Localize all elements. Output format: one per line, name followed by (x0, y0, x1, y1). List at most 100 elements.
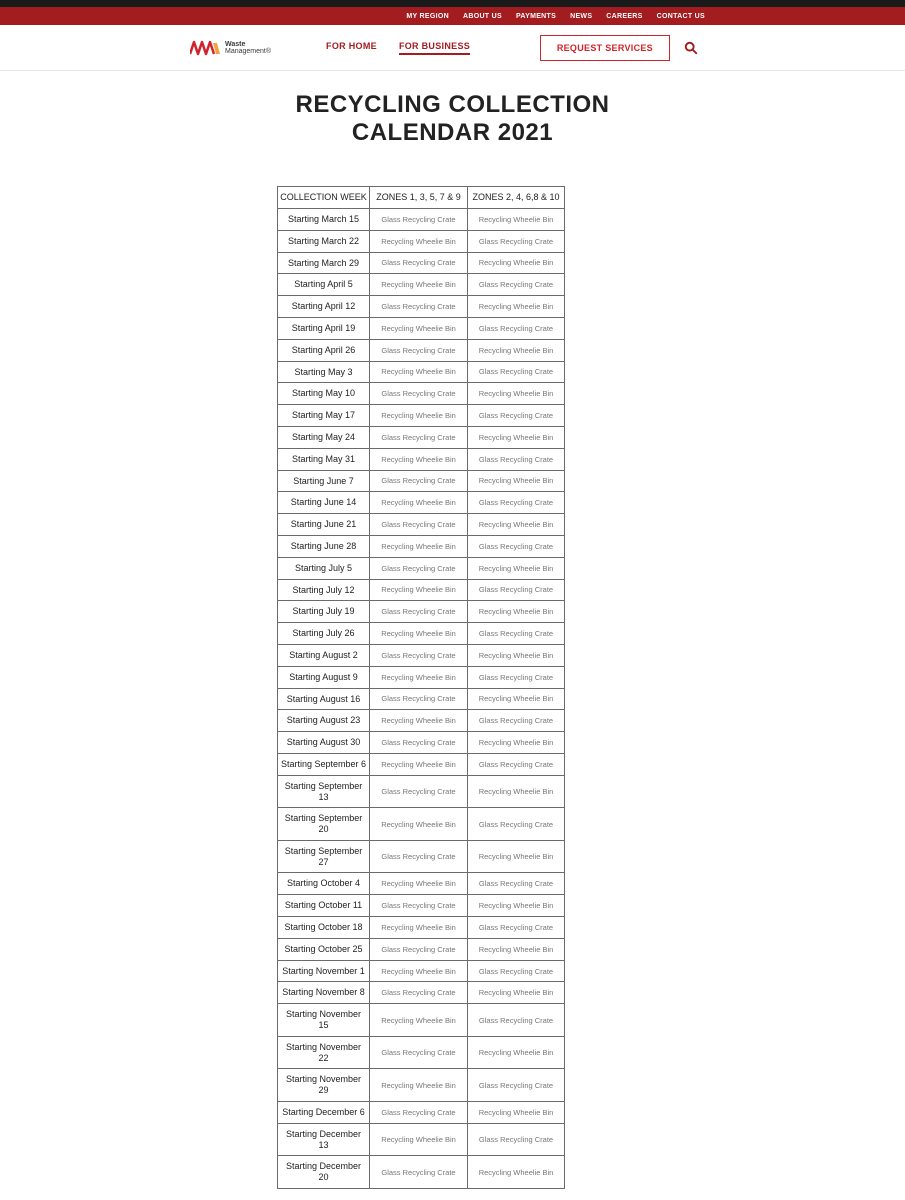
table-row: Starting July 12Recycling Wheelie BinGla… (278, 579, 565, 601)
cell-week: Starting March 15 (278, 208, 370, 230)
table-row: Starting June 14Recycling Wheelie BinGla… (278, 492, 565, 514)
util-link-careers[interactable]: CAREERS (606, 13, 642, 20)
cell-week: Starting March 29 (278, 252, 370, 274)
cell-zones-odd: Recycling Wheelie Bin (370, 623, 468, 645)
table-row: Starting May 3Recycling Wheelie BinGlass… (278, 361, 565, 383)
cell-zones-even: Recycling Wheelie Bin (468, 426, 565, 448)
col-header-week: COLLECTION WEEK (278, 187, 370, 209)
table-row: Starting October 18Recycling Wheelie Bin… (278, 917, 565, 939)
table-row: Starting July 5Glass Recycling CrateRecy… (278, 557, 565, 579)
cell-week: Starting October 25 (278, 938, 370, 960)
table-row: Starting September 6Recycling Wheelie Bi… (278, 753, 565, 775)
table-row: Starting November 29Recycling Wheelie Bi… (278, 1069, 565, 1102)
cell-zones-even: Glass Recycling Crate (468, 492, 565, 514)
util-link-payments[interactable]: PAYMENTS (516, 13, 556, 20)
cell-week: Starting November 22 (278, 1036, 370, 1069)
cell-week: Starting June 28 (278, 535, 370, 557)
cell-zones-even: Recycling Wheelie Bin (468, 775, 565, 808)
cell-zones-even: Recycling Wheelie Bin (468, 296, 565, 318)
cell-week: Starting June 21 (278, 514, 370, 536)
search-icon[interactable] (684, 41, 698, 55)
cell-zones-odd: Glass Recycling Crate (370, 296, 468, 318)
table-row: Starting October 25Glass Recycling Crate… (278, 938, 565, 960)
table-row: Starting December 13Recycling Wheelie Bi… (278, 1123, 565, 1156)
cell-week: Starting November 15 (278, 1004, 370, 1037)
table-row: Starting May 31Recycling Wheelie BinGlas… (278, 448, 565, 470)
cell-week: Starting June 7 (278, 470, 370, 492)
cell-week: Starting October 11 (278, 895, 370, 917)
cell-week: Starting August 23 (278, 710, 370, 732)
cell-week: Starting April 19 (278, 317, 370, 339)
cell-zones-odd: Glass Recycling Crate (370, 601, 468, 623)
cell-week: Starting June 14 (278, 492, 370, 514)
cell-zones-even: Glass Recycling Crate (468, 808, 565, 841)
cell-zones-even: Glass Recycling Crate (468, 230, 565, 252)
cell-zones-even: Glass Recycling Crate (468, 535, 565, 557)
table-row: Starting June 7Glass Recycling CrateRecy… (278, 470, 565, 492)
cell-zones-odd: Recycling Wheelie Bin (370, 448, 468, 470)
table-row: Starting August 2Glass Recycling CrateRe… (278, 644, 565, 666)
cell-zones-even: Glass Recycling Crate (468, 710, 565, 732)
table-row: Starting August 16Glass Recycling CrateR… (278, 688, 565, 710)
table-row: Starting March 22Recycling Wheelie BinGl… (278, 230, 565, 252)
cell-week: Starting May 24 (278, 426, 370, 448)
cell-zones-even: Recycling Wheelie Bin (468, 938, 565, 960)
cell-zones-odd: Recycling Wheelie Bin (370, 579, 468, 601)
util-link-about-us[interactable]: ABOUT US (463, 13, 502, 20)
table-header-row: COLLECTION WEEK ZONES 1, 3, 5, 7 & 9 ZON… (278, 187, 565, 209)
table-row: Starting September 20Recycling Wheelie B… (278, 808, 565, 841)
cell-zones-odd: Recycling Wheelie Bin (370, 917, 468, 939)
cell-zones-even: Recycling Wheelie Bin (468, 840, 565, 873)
cell-zones-even: Glass Recycling Crate (468, 317, 565, 339)
util-link-contact-us[interactable]: CONTACT US (657, 13, 705, 20)
calendar-table: COLLECTION WEEK ZONES 1, 3, 5, 7 & 9 ZON… (277, 186, 565, 1189)
cell-zones-even: Recycling Wheelie Bin (468, 557, 565, 579)
brand-logo[interactable]: Waste Management® (190, 39, 271, 57)
cell-week: Starting July 12 (278, 579, 370, 601)
table-row: Starting October 11Glass Recycling Crate… (278, 895, 565, 917)
table-row: Starting August 30Glass Recycling CrateR… (278, 732, 565, 754)
page-title: RECYCLING COLLECTION CALENDAR 2021 (0, 91, 905, 146)
cell-zones-odd: Recycling Wheelie Bin (370, 274, 468, 296)
cell-zones-odd: Recycling Wheelie Bin (370, 808, 468, 841)
logo-icon (190, 39, 222, 57)
cell-zones-odd: Recycling Wheelie Bin (370, 230, 468, 252)
table-row: Starting October 4Recycling Wheelie BinG… (278, 873, 565, 895)
cell-week: Starting May 31 (278, 448, 370, 470)
col-header-zones-even: ZONES 2, 4, 6,8 & 10 (468, 187, 565, 209)
cell-zones-odd: Recycling Wheelie Bin (370, 666, 468, 688)
cell-zones-odd: Recycling Wheelie Bin (370, 1123, 468, 1156)
cell-zones-odd: Glass Recycling Crate (370, 775, 468, 808)
calendar-table-container: COLLECTION WEEK ZONES 1, 3, 5, 7 & 9 ZON… (277, 186, 564, 1189)
nav-for-business[interactable]: FOR BUSINESS (399, 41, 470, 55)
cell-week: Starting May 10 (278, 383, 370, 405)
primary-nav: FOR HOME FOR BUSINESS (326, 41, 492, 55)
cell-zones-even: Glass Recycling Crate (468, 405, 565, 427)
cell-week: Starting December 20 (278, 1156, 370, 1189)
cell-week: Starting April 26 (278, 339, 370, 361)
table-row: Starting July 19Glass Recycling CrateRec… (278, 601, 565, 623)
cell-zones-even: Recycling Wheelie Bin (468, 732, 565, 754)
cell-zones-odd: Glass Recycling Crate (370, 732, 468, 754)
table-row: Starting August 9Recycling Wheelie BinGl… (278, 666, 565, 688)
table-row: Starting November 22Glass Recycling Crat… (278, 1036, 565, 1069)
cell-zones-odd: Glass Recycling Crate (370, 557, 468, 579)
cell-zones-odd: Glass Recycling Crate (370, 383, 468, 405)
cell-week: Starting August 2 (278, 644, 370, 666)
cell-week: Starting March 22 (278, 230, 370, 252)
cell-zones-even: Recycling Wheelie Bin (468, 601, 565, 623)
cell-week: Starting October 18 (278, 917, 370, 939)
cell-zones-odd: Recycling Wheelie Bin (370, 960, 468, 982)
table-row: Starting November 8Glass Recycling Crate… (278, 982, 565, 1004)
util-link-my-region[interactable]: MY REGION (406, 13, 449, 20)
cell-zones-odd: Glass Recycling Crate (370, 252, 468, 274)
nav-for-home[interactable]: FOR HOME (326, 41, 377, 55)
table-row: Starting May 17Recycling Wheelie BinGlas… (278, 405, 565, 427)
request-services-button[interactable]: REQUEST SERVICES (540, 35, 670, 61)
table-row: Starting June 28Recycling Wheelie BinGla… (278, 535, 565, 557)
util-link-news[interactable]: NEWS (570, 13, 592, 20)
cell-zones-even: Glass Recycling Crate (468, 1069, 565, 1102)
cell-zones-odd: Glass Recycling Crate (370, 938, 468, 960)
cell-week: Starting April 5 (278, 274, 370, 296)
cell-week: Starting July 5 (278, 557, 370, 579)
